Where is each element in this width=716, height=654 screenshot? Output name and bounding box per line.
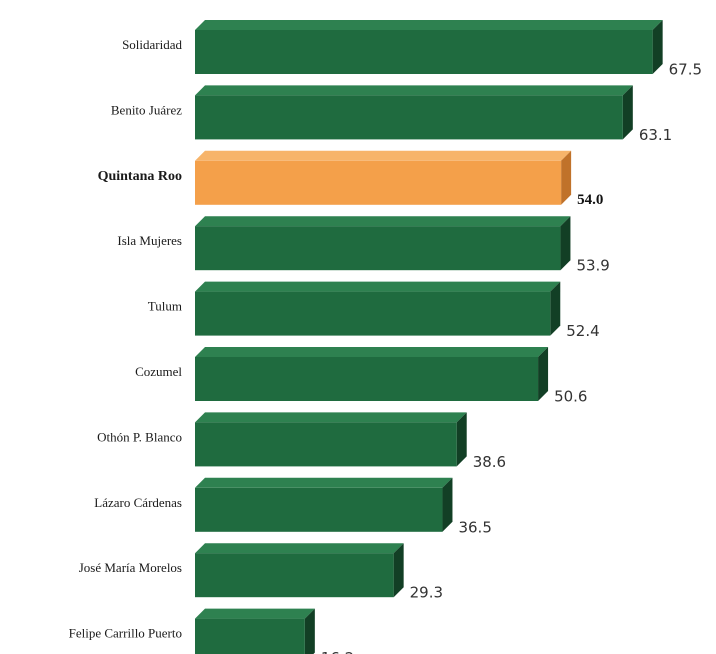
bar-front-face <box>195 422 457 467</box>
category-labels-group: Solidaridad Benito Juárez Quintana Roo Isla… <box>69 37 183 641</box>
value-label-othon-p-blanco: 38.6 <box>473 453 506 471</box>
bar-front-face <box>195 553 394 598</box>
category-label-solidaridad: Solidaridad <box>122 37 182 52</box>
bar-top-face <box>195 216 571 227</box>
bar-front-face <box>195 357 539 401</box>
bar-front-face <box>195 30 653 74</box>
bar-side-face <box>304 608 315 654</box>
bar-top-face <box>195 347 549 357</box>
bar-isla-mujeres <box>195 216 571 271</box>
bar-othon-p-blanco <box>195 412 467 467</box>
bar-tulum <box>195 281 561 336</box>
value-label-cozumel: 50.6 <box>554 388 587 406</box>
bar-cozumel <box>195 347 549 401</box>
value-label-felipe-carrillo-puerto: 16.2 <box>321 649 354 654</box>
bar-benito-juarez <box>195 85 633 140</box>
category-label-lazaro-cardenas: Lázaro Cárdenas <box>94 495 182 510</box>
bar-side-face <box>560 216 571 271</box>
category-label-tulum: Tulum <box>148 299 182 314</box>
bars-group <box>195 20 663 654</box>
bar-top-face <box>195 281 561 292</box>
bar-side-face <box>561 150 572 205</box>
bar-top-face <box>195 150 572 161</box>
bar-front-face <box>195 291 551 336</box>
category-label-felipe-carrillo-puerto: Felipe Carrillo Puerto <box>69 626 182 641</box>
bar-front-face <box>195 618 305 654</box>
bar-front-face <box>195 95 623 140</box>
bar-jose-maria-morelos <box>195 543 404 598</box>
value-label-quintana-roo: 54.0 <box>577 192 603 208</box>
category-label-othon-p-blanco: Othón P. Blanco <box>97 429 182 444</box>
bar-felipe-carrillo-puerto <box>195 608 315 654</box>
category-label-jose-maria-morelos: José María Morelos <box>79 560 182 575</box>
category-label-isla-mujeres: Isla Mujeres <box>117 233 182 248</box>
bar-top-face <box>195 608 315 619</box>
bar-front-face <box>195 226 561 271</box>
bar-top-face <box>195 20 663 30</box>
category-label-cozumel: Cozumel <box>135 364 182 379</box>
bar-top-face <box>195 412 467 423</box>
bar-side-face <box>456 412 467 467</box>
category-label-benito-juarez: Benito Juárez <box>111 102 182 117</box>
value-label-solidaridad: 67.5 <box>669 61 702 79</box>
bar-side-face <box>622 85 633 140</box>
value-label-jose-maria-morelos: 29.3 <box>410 584 443 602</box>
bar-quintana-roo <box>195 150 572 205</box>
bar-top-face <box>195 477 453 488</box>
bar-solidaridad <box>195 20 663 74</box>
bar-side-face <box>538 347 549 401</box>
bar-side-face <box>393 543 404 598</box>
value-label-tulum: 52.4 <box>566 322 599 340</box>
value-label-isla-mujeres: 53.9 <box>576 257 609 275</box>
category-label-quintana-roo: Quintana Roo <box>98 169 182 184</box>
bar-side-face <box>550 281 561 336</box>
bar-top-face <box>195 543 404 554</box>
bar-front-face <box>195 487 443 532</box>
value-label-lazaro-cardenas: 36.5 <box>458 518 491 536</box>
bar-top-face <box>195 85 633 96</box>
bar-side-face <box>442 477 453 532</box>
value-labels-group: 67.5 63.1 54.0 53.9 52.4 50.6 38.6 36.5 29.3 16.2 <box>321 61 702 654</box>
bar-lazaro-cardenas <box>195 477 453 532</box>
bar-side-face <box>652 20 663 74</box>
value-label-benito-juarez: 63.1 <box>639 126 672 144</box>
bar-front-face <box>195 160 562 205</box>
